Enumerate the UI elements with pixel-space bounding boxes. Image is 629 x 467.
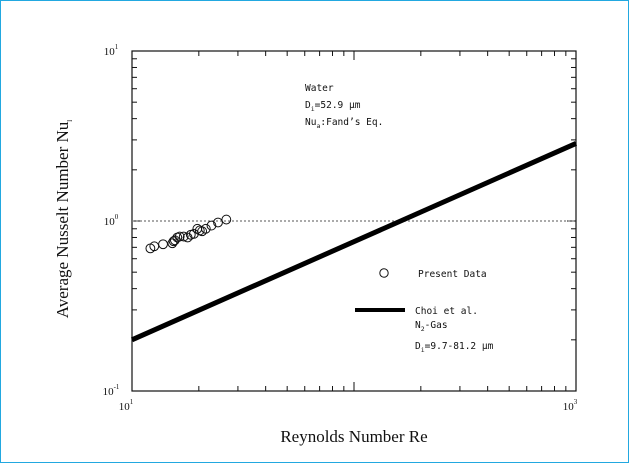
data-point [158, 239, 168, 250]
y-tick-label-base: 10 [104, 46, 116, 58]
legend-label-choi-line3: D [415, 341, 421, 352]
data-point [167, 238, 178, 249]
annotation-line-2: D [305, 100, 311, 111]
y-tick-label-base: 10 [103, 386, 115, 398]
legend-label-choi-line3-sub: i [421, 346, 425, 354]
annotation-line-3-sub: a [316, 122, 320, 130]
svg-text:Nua:Fand’s Eq.: Nua:Fand’s Eq. [305, 117, 383, 130]
y-tick-label-base: 10 [104, 216, 116, 228]
data-point [221, 214, 232, 225]
y-tick-label-exponent: 1 [115, 43, 119, 51]
y-tick-label: 10-1 [103, 383, 120, 398]
legend-marker-present-data [379, 268, 389, 278]
legend-label-choi: Choi et al. [415, 306, 478, 317]
legend-label-present-data: Present Data [418, 269, 487, 280]
svg-text:Di=52.9 µm: Di=52.9 µm [305, 100, 361, 113]
y-tick-label: 101 [104, 43, 119, 58]
x-tick-label-base: 10 [119, 401, 131, 413]
svg-text:N2-Gas: N2-Gas [415, 320, 448, 333]
x-tick-label: 101 [119, 398, 134, 413]
data-point [213, 217, 223, 228]
annotation-line-3-rest: :Fand’s Eq. [320, 117, 383, 128]
data-point [178, 231, 189, 242]
choi-line [130, 141, 578, 343]
data-point [174, 231, 185, 242]
x-tick-label-exponent: 1 [130, 398, 134, 406]
y-axis-label-group: Average Nusselt Number Nul [53, 120, 74, 319]
y-axis-label: Average Nusselt Number Nu [53, 121, 72, 318]
annotation-line-1: Water [305, 83, 334, 94]
legend-label-choi-line2: N [415, 320, 421, 331]
y-tick-label-exponent: -1 [114, 383, 120, 391]
annotation-line-3: Nu [305, 117, 316, 128]
data-point [206, 220, 217, 231]
annotation: Water Di=52.9 µm Nua:Fand’s Eq. [305, 83, 383, 130]
svg-text:Average Nusselt Number Nul: Average Nusselt Number Nul [53, 120, 74, 319]
annotation-line-2-rest: =52.9 µm [315, 100, 361, 111]
legend-label-choi-line2-sub: 2 [421, 325, 425, 333]
legend-label-choi-line3-rest: =9.7-81.2 µm [425, 341, 494, 352]
present-data-points [145, 214, 232, 254]
x-tick-label: 103 [563, 398, 578, 413]
svg-text:Di=9.7-81.2 µm: Di=9.7-81.2 µm [415, 341, 494, 354]
x-tick-label-base: 10 [563, 401, 575, 413]
x-tick-label-exponent: 3 [574, 398, 578, 406]
data-point [200, 223, 211, 234]
data-point [168, 236, 179, 247]
choi-correlation-line [130, 141, 578, 343]
legend-label-choi-line2-rest: -Gas [425, 320, 448, 331]
axis-ticks [131, 51, 576, 392]
y-tick-label-exponent: 0 [115, 213, 119, 221]
y-axis-label-subscript: l [66, 120, 74, 122]
annotation-line-2-sub: i [311, 105, 315, 113]
x-axis-label: Reynolds Number Re [280, 427, 427, 446]
legend: Present Data Choi et al. N2-Gas Di=9.7-8… [355, 268, 494, 354]
y-tick-label: 100 [104, 213, 119, 228]
